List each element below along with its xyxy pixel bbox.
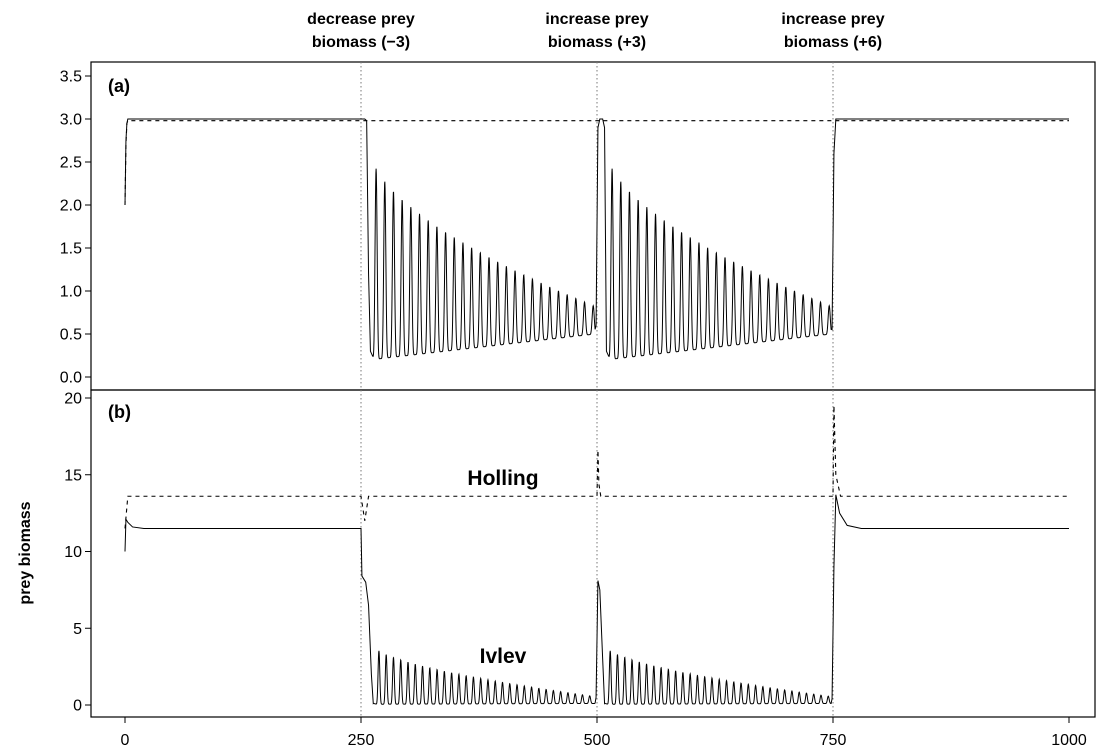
y-tick-label-a: 2.5 bbox=[60, 155, 82, 172]
y-tick-label-b: 5 bbox=[73, 621, 82, 638]
y-tick-label-a: 2.0 bbox=[60, 198, 82, 215]
x-tick-label: 250 bbox=[348, 732, 375, 749]
y-tick-label-a: 1.5 bbox=[60, 241, 82, 258]
y-tick-label-b: 20 bbox=[64, 391, 82, 408]
event-annotation-line1: decrease prey bbox=[307, 11, 415, 28]
event-annotation-line2: biomass (−3) bbox=[312, 34, 410, 51]
holling-series bbox=[124, 405, 1069, 529]
x-tick-label: 0 bbox=[121, 732, 130, 749]
panel-a-solid-series bbox=[124, 118, 1069, 360]
panel-b-frame bbox=[90, 389, 1096, 718]
y-tick-label-a: 0.0 bbox=[60, 370, 82, 387]
panel-a-frame bbox=[90, 61, 1096, 391]
y-tick-label-b: 0 bbox=[73, 698, 82, 715]
y-tick-label-b: 15 bbox=[64, 467, 82, 484]
y-tick-label-b: 10 bbox=[64, 544, 82, 561]
event-annotation-line2: biomass (+6) bbox=[784, 34, 882, 51]
y-tick-label-a: 3.5 bbox=[60, 69, 82, 86]
event-annotation-line1: increase prey bbox=[781, 11, 884, 28]
y-tick-label-a: 1.0 bbox=[60, 284, 82, 301]
y-tick-label-a: 3.0 bbox=[60, 112, 82, 129]
ivlev-label: Ivlev bbox=[480, 645, 527, 668]
panel-a-label: (a) bbox=[108, 76, 130, 96]
holling-label: Holling bbox=[467, 467, 538, 490]
x-tick-label: 750 bbox=[820, 732, 847, 749]
y-tick-label-a: 0.5 bbox=[60, 327, 82, 344]
x-tick-label: 500 bbox=[584, 732, 611, 749]
event-annotation-line2: biomass (+3) bbox=[548, 34, 646, 51]
ivlev-series bbox=[124, 494, 1069, 705]
event-annotation-line1: increase prey bbox=[545, 11, 648, 28]
panel-b-label: (b) bbox=[108, 402, 131, 422]
y-axis-label: prey biomass bbox=[17, 501, 34, 604]
x-tick-label: 1000 bbox=[1051, 732, 1087, 749]
